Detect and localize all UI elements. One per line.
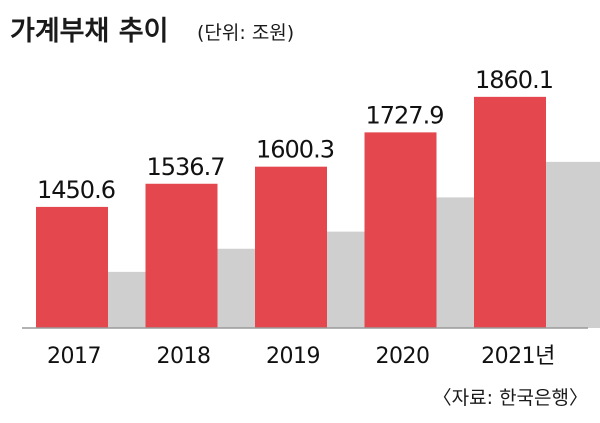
- x-tick-label-1: 2018: [157, 344, 211, 369]
- bar-3: [364, 132, 437, 328]
- bars: [36, 96, 546, 329]
- source-note: 〈자료: 한국은행〉: [433, 387, 588, 409]
- x-tick-label-2: 2019: [266, 344, 320, 369]
- bar-2: [255, 166, 327, 328]
- x-tick-label-3: 2020: [376, 344, 430, 369]
- bar-4: [474, 96, 546, 329]
- value-label-3: 1727.9: [366, 101, 444, 129]
- value-label-4: 1860.1: [475, 66, 553, 94]
- bar-0: [36, 206, 108, 328]
- value-labels: 1450.6 1536.7 1600.3 1727.9 1860.1: [37, 66, 554, 204]
- x-tick-label-0: 2017: [47, 344, 101, 369]
- x-tick-label-4: 2021년: [481, 344, 555, 369]
- chart-title: 가계부채 추이: [10, 16, 168, 47]
- value-label-2: 1600.3: [256, 136, 334, 164]
- bar-shadow: [546, 161, 600, 328]
- unit-note: (단위: 조원): [197, 22, 294, 44]
- value-label-0: 1450.6: [37, 176, 115, 204]
- bar-1: [145, 183, 218, 328]
- x-tick-labels: 2017 2018 2019 2020 2021년: [47, 344, 555, 369]
- value-label-1: 1536.7: [147, 153, 225, 181]
